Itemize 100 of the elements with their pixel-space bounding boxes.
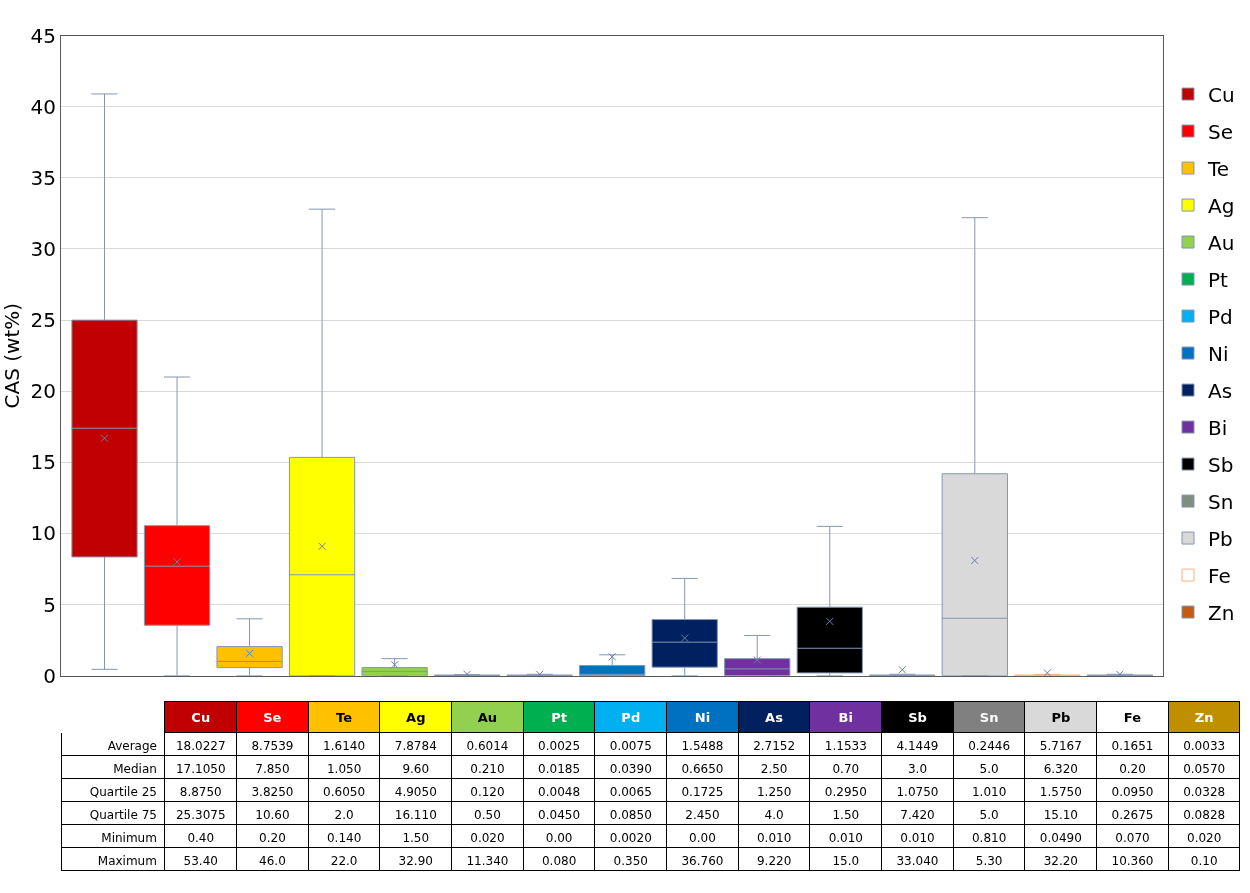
category-label: Sb — [908, 709, 927, 725]
text: 0.00 — [545, 830, 573, 845]
y-tick-label: 45 — [30, 23, 56, 48]
text: 0.0390 — [609, 761, 652, 776]
text: 22.0 — [330, 853, 358, 868]
text: 0.020 — [1186, 830, 1222, 845]
text: 1.5488 — [681, 738, 724, 753]
y-axis-title: CAS (wt%) — [0, 302, 24, 409]
text: 0.350 — [613, 853, 648, 868]
category-label: Au — [477, 709, 498, 725]
text: 1.050 — [326, 761, 362, 776]
legend-label: Bi — [1208, 415, 1228, 440]
category-label: Ni — [694, 709, 711, 725]
y-tick-label: 40 — [30, 94, 56, 119]
y-tick-label: 30 — [30, 236, 56, 261]
y-tick-label: 0 — [43, 663, 56, 688]
legend-label: Zn — [1208, 600, 1235, 625]
category-label: Se — [263, 709, 282, 725]
category-label: Zn — [1194, 709, 1214, 725]
text: 2.7152 — [753, 738, 796, 753]
text: 0.2950 — [824, 784, 867, 799]
text: 0.080 — [541, 853, 577, 868]
text: 25.3075 — [175, 807, 226, 822]
text: 0.50 — [474, 807, 501, 822]
text: 7.420 — [900, 807, 935, 822]
category-label: Median — [113, 761, 157, 776]
text: 4.0 — [764, 807, 784, 822]
category-label: Fe — [1123, 709, 1142, 725]
legend-label: Te — [1207, 156, 1230, 181]
text: 0.010 — [900, 830, 935, 845]
text: 0.6050 — [323, 784, 366, 799]
text: 0.0490 — [1039, 830, 1082, 845]
text: 0.070 — [1115, 830, 1150, 845]
text: 0.1725 — [681, 784, 724, 799]
text: 0.120 — [470, 784, 505, 799]
category-label: Quartile 75 — [89, 807, 157, 822]
text: 0.0570 — [1183, 761, 1226, 776]
text: 0.010 — [756, 830, 792, 845]
text: 0.810 — [971, 830, 1007, 845]
text: 0.10 — [1190, 853, 1218, 868]
text: 5.30 — [975, 853, 1003, 868]
text: 0.140 — [326, 830, 362, 845]
text: 0.0075 — [609, 738, 652, 753]
text: 0.20 — [259, 830, 286, 845]
text: 1.6140 — [323, 738, 366, 753]
category-label: Maximum — [97, 853, 157, 868]
legend-label: Pt — [1208, 267, 1229, 292]
text: 46.0 — [259, 853, 286, 868]
legend-label: Pb — [1208, 526, 1233, 551]
y-tick-label: 25 — [30, 308, 56, 333]
text: 7.850 — [255, 761, 290, 776]
text: 2.0 — [334, 807, 354, 822]
text: 0.70 — [832, 761, 860, 776]
y-tick-label: 5 — [43, 592, 56, 617]
text: 33.040 — [896, 853, 939, 868]
legend-label: As — [1208, 378, 1233, 403]
text: 0.0025 — [538, 738, 581, 753]
text: 5.0 — [979, 807, 999, 822]
text: 8.8750 — [179, 784, 222, 799]
text: 1.50 — [402, 830, 430, 845]
legend-label: Au — [1208, 230, 1235, 255]
text: 6.320 — [1043, 761, 1078, 776]
text: 5.7167 — [1039, 738, 1082, 753]
text: 0.6014 — [466, 738, 509, 753]
text: 0.0950 — [1111, 784, 1154, 799]
text: 9.220 — [756, 853, 792, 868]
text: 4.1449 — [896, 738, 939, 753]
text: 0.0185 — [538, 761, 581, 776]
text: 32.20 — [1043, 853, 1078, 868]
text: 16.110 — [394, 807, 437, 822]
text: 0.2675 — [1111, 807, 1154, 822]
text: 1.0750 — [896, 784, 939, 799]
text: 15.10 — [1043, 807, 1078, 822]
text: 4.9050 — [394, 784, 437, 799]
category-label: Sn — [979, 709, 999, 725]
text: 0.0328 — [1183, 784, 1226, 799]
text: 0.020 — [470, 830, 505, 845]
text: 0.0065 — [609, 784, 652, 799]
text: 0.20 — [1119, 761, 1146, 776]
text: 0.0048 — [538, 784, 581, 799]
text: 0.010 — [828, 830, 863, 845]
category-label: Ag — [406, 709, 426, 725]
text: 3.0 — [907, 761, 928, 776]
text: 53.40 — [183, 853, 218, 868]
text: 0.0020 — [609, 830, 652, 845]
category-label: As — [765, 709, 784, 725]
text: 0.1651 — [1111, 738, 1154, 753]
text: 2.450 — [685, 807, 720, 822]
text: 0.40 — [187, 830, 215, 845]
text: 0.0450 — [538, 807, 581, 822]
y-tick-label: 20 — [30, 379, 56, 404]
category-label: Pt — [551, 709, 567, 725]
text: 1.010 — [971, 784, 1007, 799]
category-label: Average — [107, 738, 157, 753]
legend-label: Cu — [1208, 82, 1235, 107]
text: 1.250 — [756, 784, 792, 799]
y-tick-label: 15 — [30, 450, 56, 475]
legend-label: Ni — [1208, 341, 1229, 366]
legend-label: Se — [1208, 119, 1233, 144]
text: 15.0 — [832, 853, 860, 868]
